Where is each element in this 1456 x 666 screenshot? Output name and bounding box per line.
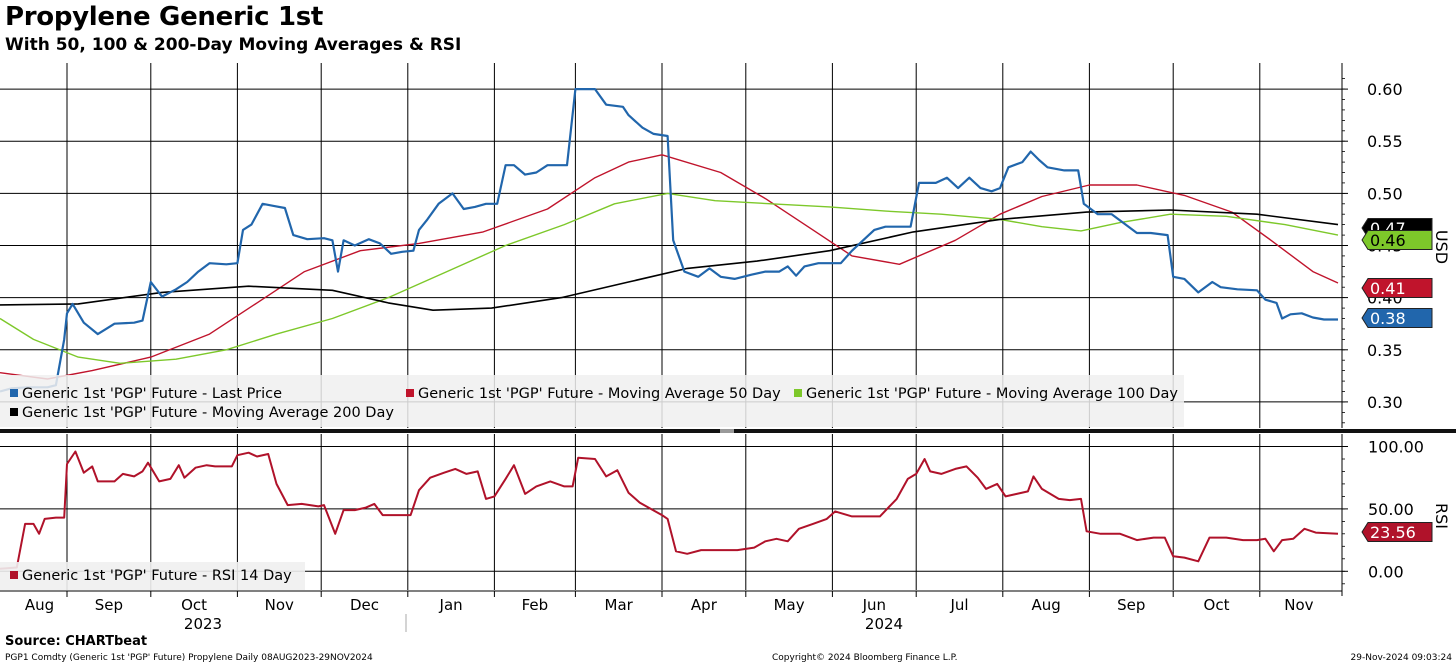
x-month-label-13: Sep bbox=[1117, 596, 1145, 614]
last-price-tag-label: 0.38 bbox=[1370, 309, 1406, 328]
lower-series-lines bbox=[0, 450, 1339, 570]
upper-ytick-label-6: 0.60 bbox=[1367, 80, 1403, 99]
x-month-label-3: Nov bbox=[265, 596, 294, 614]
axes: 0.300.350.400.450.500.550.600.0050.00100… bbox=[0, 63, 1456, 633]
ma100-tag-label: 0.46 bbox=[1370, 231, 1406, 250]
x-month-label-1: Sep bbox=[95, 596, 123, 614]
x-month-label-7: Mar bbox=[605, 596, 634, 614]
x-year-label-1: 2024 bbox=[865, 615, 903, 633]
lower-ytick-label-1: 50.00 bbox=[1368, 500, 1414, 519]
rsi-line bbox=[0, 450, 1339, 570]
ma100-line bbox=[0, 192, 1339, 364]
legend-swatch-3 bbox=[10, 408, 18, 416]
x-month-label-8: Apr bbox=[691, 596, 718, 614]
upper-ytick-label-1: 0.35 bbox=[1367, 341, 1403, 360]
ma50-tag bbox=[1361, 278, 1433, 298]
legend-swatch-0 bbox=[10, 389, 18, 397]
lower-legend-box bbox=[0, 562, 305, 590]
last-price-tag bbox=[1361, 308, 1433, 328]
x-month-label-14: Oct bbox=[1204, 596, 1230, 614]
upper-axis-title: USD bbox=[1432, 230, 1451, 264]
legend-label-3: Generic 1st 'PGP' Future - Moving Averag… bbox=[22, 405, 394, 421]
source-label: Source: CHARTbeat bbox=[5, 634, 148, 649]
legend-swatch-2 bbox=[794, 389, 802, 397]
legend-swatch-rsi bbox=[10, 571, 18, 579]
x-month-label-15: Nov bbox=[1284, 596, 1313, 614]
x-month-label-11: Jul bbox=[949, 596, 968, 614]
legend-label-rsi: Generic 1st 'PGP' Future - RSI 14 Day bbox=[22, 568, 292, 584]
x-month-label-6: Feb bbox=[522, 596, 549, 614]
legend-label-2: Generic 1st 'PGP' Future - Moving Averag… bbox=[806, 386, 1178, 402]
legends[interactable]: Generic 1st 'PGP' Future - Last Price Gen… bbox=[0, 375, 1184, 590]
ma200-line bbox=[0, 209, 1339, 311]
x-month-label-0: Aug bbox=[25, 596, 54, 614]
timestamp: 29-Nov-2024 09:03:24 bbox=[1350, 653, 1452, 663]
upper-ytick-label-0: 0.30 bbox=[1367, 393, 1403, 412]
x-month-label-5: Jan bbox=[439, 596, 463, 614]
ma50-line bbox=[0, 154, 1339, 380]
legend-label-0: Generic 1st 'PGP' Future - Last Price bbox=[22, 386, 282, 402]
ticker-info: PGP1 Comdty (Generic 1st 'PGP' Future) P… bbox=[5, 653, 373, 663]
lower-axis-title: RSI bbox=[1432, 503, 1451, 529]
legend-label-1: Generic 1st 'PGP' Future - Moving Averag… bbox=[418, 386, 781, 402]
copyright: Copyright© 2024 Bloomberg Finance L.P. bbox=[772, 653, 958, 663]
upper-ytick-label-4: 0.50 bbox=[1367, 184, 1403, 203]
x-month-label-4: Dec bbox=[350, 596, 379, 614]
x-month-label-12: Aug bbox=[1031, 596, 1060, 614]
lower-ytick-label-2: 100.00 bbox=[1368, 438, 1424, 457]
lower-ytick-label-0: 0.00 bbox=[1368, 562, 1404, 581]
upper-ytick-label-5: 0.55 bbox=[1367, 132, 1403, 151]
lower-grid bbox=[0, 434, 1342, 590]
rsi-tag bbox=[1361, 522, 1433, 542]
chart-subtitle: With 50, 100 & 200-Day Moving Averages &… bbox=[5, 35, 462, 55]
x-year-label-0: 2023 bbox=[184, 615, 222, 633]
upper-grid bbox=[0, 63, 1342, 428]
x-month-label-10: Jun bbox=[862, 596, 886, 614]
x-month-label-2: Oct bbox=[181, 596, 207, 614]
rsi-tag-label: 23.56 bbox=[1370, 523, 1416, 542]
x-month-label-9: May bbox=[774, 596, 805, 614]
last-price-line bbox=[0, 88, 1338, 393]
ma50-tag-label: 0.41 bbox=[1370, 279, 1406, 298]
upper-legend-box bbox=[0, 375, 1184, 427]
ma100-tag bbox=[1361, 230, 1433, 250]
legend-swatch-1 bbox=[406, 389, 414, 397]
chart-title: Propylene Generic 1st bbox=[5, 2, 324, 32]
upper-series-lines bbox=[0, 88, 1339, 393]
